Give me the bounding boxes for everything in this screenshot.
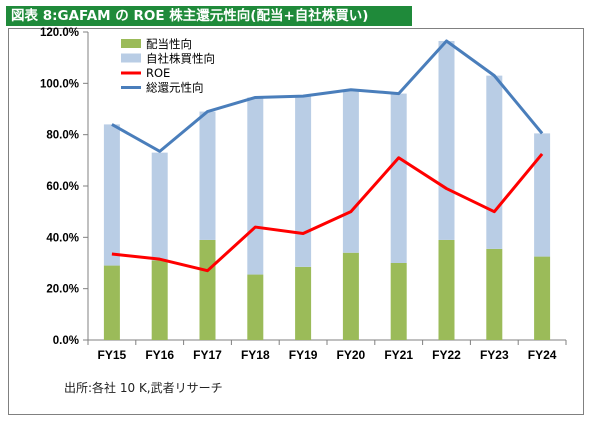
bars	[103, 40, 551, 340]
y-tick-label: 40.0%	[46, 232, 79, 244]
bar-dividend	[295, 266, 312, 340]
y-tick-label: 100.0%	[40, 78, 79, 90]
y-tick-label: 80.0%	[46, 130, 79, 142]
legend-label: 自社株買性向	[146, 52, 215, 66]
x-tick-label: FY16	[145, 348, 174, 362]
line-roe	[111, 152, 544, 273]
x-tick-label: FY21	[384, 348, 413, 362]
bar-dividend	[390, 263, 407, 340]
y-tick-label: 0.0%	[53, 335, 79, 347]
legend-swatch	[121, 39, 141, 48]
bar-buyback	[390, 93, 407, 263]
legend-roe: ROE	[121, 66, 170, 80]
source-note: 出所:各社 10 K,武者リサーチ	[64, 381, 223, 395]
bar-buyback	[342, 91, 359, 253]
x-tick-label: FY20	[337, 348, 366, 362]
legend-total-return: 総還元性向	[121, 81, 204, 95]
y-tick-label: 120.0%	[40, 27, 79, 39]
bar-dividend	[342, 252, 359, 340]
bar-buyback	[295, 96, 312, 267]
line-total-return	[111, 39, 544, 153]
legend-label: 配当性向	[146, 37, 192, 51]
legend-dividend: 配当性向	[121, 37, 192, 51]
x-tick-label: FY19	[289, 348, 318, 362]
bar-buyback	[486, 75, 503, 249]
bar-dividend	[534, 256, 551, 340]
bar-dividend	[438, 239, 455, 340]
bar-dividend	[199, 239, 216, 340]
bar-buyback	[151, 152, 168, 261]
legend-swatch	[121, 53, 141, 63]
y-tick-label: 60.0%	[46, 181, 79, 193]
y-tick-label: 20.0%	[46, 284, 79, 296]
x-tick-label: FY17	[193, 348, 222, 362]
chart-frame	[8, 28, 584, 415]
bar-dividend	[151, 260, 168, 340]
title-bar: 図表 8:GAFAM の ROE 株主還元性向(配当+自社株買い)	[6, 6, 412, 26]
bar-buyback	[103, 124, 120, 266]
x-tick-label: FY22	[432, 348, 461, 362]
bar-dividend	[103, 265, 120, 340]
x-tick-label: FY24	[528, 348, 557, 362]
bar-buyback	[534, 133, 551, 257]
bar-buyback	[199, 111, 216, 240]
bar-buyback	[438, 40, 455, 240]
legend-buyback: 自社株買性向	[121, 52, 215, 66]
bar-buyback	[247, 97, 264, 275]
x-tick-label: FY15	[98, 348, 127, 362]
bar-dividend	[247, 274, 264, 340]
x-tick-label: FY23	[480, 348, 509, 362]
x-tick-labels: FY15 FY16 FY17 FY18 FY19 FY20 FY21 FY22 FY23 FY24	[98, 348, 557, 362]
bar-dividend	[486, 248, 503, 340]
legend-label: ROE	[146, 66, 170, 80]
figure-title: 図表 8:GAFAM の ROE 株主還元性向(配当+自社株買い)	[11, 8, 369, 24]
x-tick-label: FY18	[241, 348, 270, 362]
y-tick-labels: 0.0% 20.0% 40.0% 60.0% 80.0% 100.0% 120.0%	[40, 27, 79, 347]
lines	[111, 39, 544, 273]
legend-label: 総還元性向	[146, 81, 204, 95]
